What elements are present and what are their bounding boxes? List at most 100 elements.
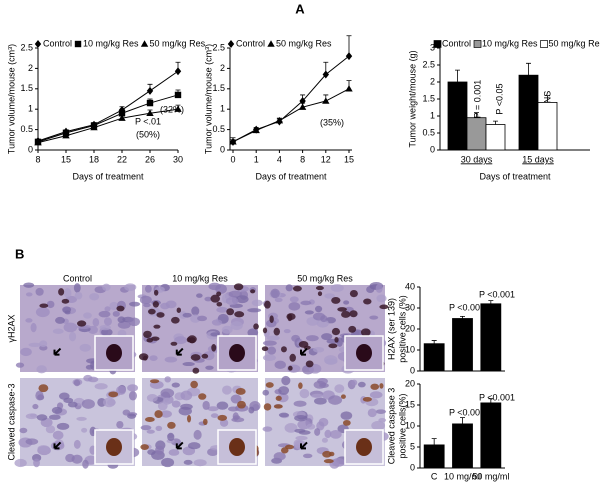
cell bbox=[278, 386, 290, 395]
legend-marker bbox=[227, 40, 235, 48]
error-bar bbox=[431, 340, 437, 344]
marker bbox=[174, 67, 182, 76]
stained-cell bbox=[263, 403, 272, 411]
marker bbox=[345, 52, 353, 61]
y-axis-label: Cleaved caspase 3 bbox=[386, 388, 396, 465]
cell bbox=[36, 365, 47, 374]
marker bbox=[322, 70, 329, 79]
legend-swatch bbox=[473, 40, 482, 48]
cell bbox=[191, 306, 200, 316]
cell bbox=[222, 385, 232, 395]
stained-cell bbox=[348, 325, 357, 333]
inset-cell bbox=[106, 344, 122, 362]
micrograph bbox=[14, 374, 140, 469]
stained-cell bbox=[108, 391, 119, 398]
annotation: P <0.001 bbox=[449, 302, 485, 312]
cell bbox=[146, 394, 158, 402]
y-tick-label: 20 bbox=[405, 378, 415, 388]
legend-entry: 10 mg/kg Res bbox=[74, 38, 139, 48]
cell bbox=[273, 452, 286, 461]
error-bar bbox=[474, 112, 479, 118]
row-label: γH2AX bbox=[6, 314, 16, 342]
micrograph bbox=[15, 282, 141, 375]
annotation: NS bbox=[542, 91, 552, 104]
cell bbox=[314, 428, 321, 436]
cell bbox=[35, 307, 50, 318]
y-tick-label: 0 bbox=[28, 144, 33, 154]
cell bbox=[328, 395, 343, 405]
stained-cell bbox=[280, 346, 287, 353]
stained-cell bbox=[273, 404, 283, 409]
y-tick-label: 0 bbox=[430, 144, 435, 154]
cell bbox=[247, 308, 262, 313]
cell bbox=[155, 425, 163, 432]
marker bbox=[90, 123, 98, 131]
cell bbox=[28, 342, 42, 347]
marker bbox=[118, 114, 126, 121]
cell bbox=[285, 284, 293, 292]
bar bbox=[466, 117, 487, 151]
cell bbox=[329, 429, 342, 439]
cell bbox=[83, 374, 93, 382]
stained-cell bbox=[156, 312, 165, 318]
legend-entry: 10 mg/kg Res bbox=[473, 38, 538, 48]
stained-cell bbox=[216, 291, 222, 297]
stained-cell bbox=[186, 337, 192, 343]
bar bbox=[518, 74, 539, 151]
y-tick-label: 1.5 bbox=[422, 93, 435, 103]
legend-entry: 50 mg/kg Res bbox=[140, 38, 206, 48]
error-bar bbox=[460, 417, 465, 424]
stained-cell bbox=[379, 304, 389, 310]
stained-cell bbox=[171, 316, 180, 324]
x-tick-label: 30 days bbox=[461, 154, 493, 164]
stained-cell bbox=[261, 346, 269, 352]
cell bbox=[300, 300, 312, 306]
cell bbox=[51, 406, 63, 414]
annotation: P <0.05 bbox=[494, 83, 504, 114]
cell bbox=[14, 458, 27, 468]
stained-cell bbox=[233, 283, 244, 291]
stained-cell bbox=[262, 327, 268, 334]
cell bbox=[164, 356, 178, 363]
cell bbox=[251, 299, 263, 307]
cell bbox=[314, 397, 327, 405]
cell bbox=[71, 454, 83, 464]
legend-label: Control bbox=[43, 38, 72, 48]
cell bbox=[299, 388, 310, 399]
cell bbox=[193, 459, 207, 467]
y-tick-label: 10 bbox=[405, 420, 415, 430]
legend-entry: 50 mg/kg Res bbox=[267, 38, 332, 48]
cell bbox=[369, 315, 379, 320]
cell bbox=[73, 283, 81, 293]
y-tick-label: 1.5 bbox=[212, 83, 225, 93]
y-tick-label: 2.5 bbox=[20, 42, 33, 52]
arrow bbox=[300, 441, 308, 450]
column-label: Control bbox=[63, 273, 92, 283]
cell bbox=[230, 394, 242, 404]
x-tick-label: C bbox=[431, 471, 438, 481]
cell bbox=[369, 391, 383, 399]
stained-cell bbox=[186, 414, 192, 423]
cell bbox=[149, 355, 158, 362]
error-bar bbox=[545, 95, 550, 103]
cell bbox=[334, 384, 345, 393]
series-line bbox=[37, 70, 179, 142]
annotation: (35%) bbox=[320, 117, 344, 127]
stained-cell bbox=[61, 298, 70, 304]
cell bbox=[262, 354, 276, 362]
cell bbox=[76, 416, 87, 421]
stained-cell bbox=[148, 308, 156, 315]
cell bbox=[324, 429, 332, 439]
column-label: 10 mg/kg Res bbox=[172, 273, 228, 283]
x-tick-label: 8 bbox=[35, 154, 40, 164]
legend-marker bbox=[34, 40, 42, 48]
stained-cell bbox=[226, 308, 235, 316]
cell bbox=[73, 379, 81, 387]
x-tick-label: 50 mg/ml bbox=[472, 471, 509, 481]
cell bbox=[160, 302, 170, 310]
y-tick-label: 0 bbox=[410, 365, 415, 375]
stained-cell bbox=[269, 315, 274, 323]
cell bbox=[99, 324, 111, 331]
cell bbox=[46, 300, 55, 309]
cell bbox=[274, 360, 286, 369]
